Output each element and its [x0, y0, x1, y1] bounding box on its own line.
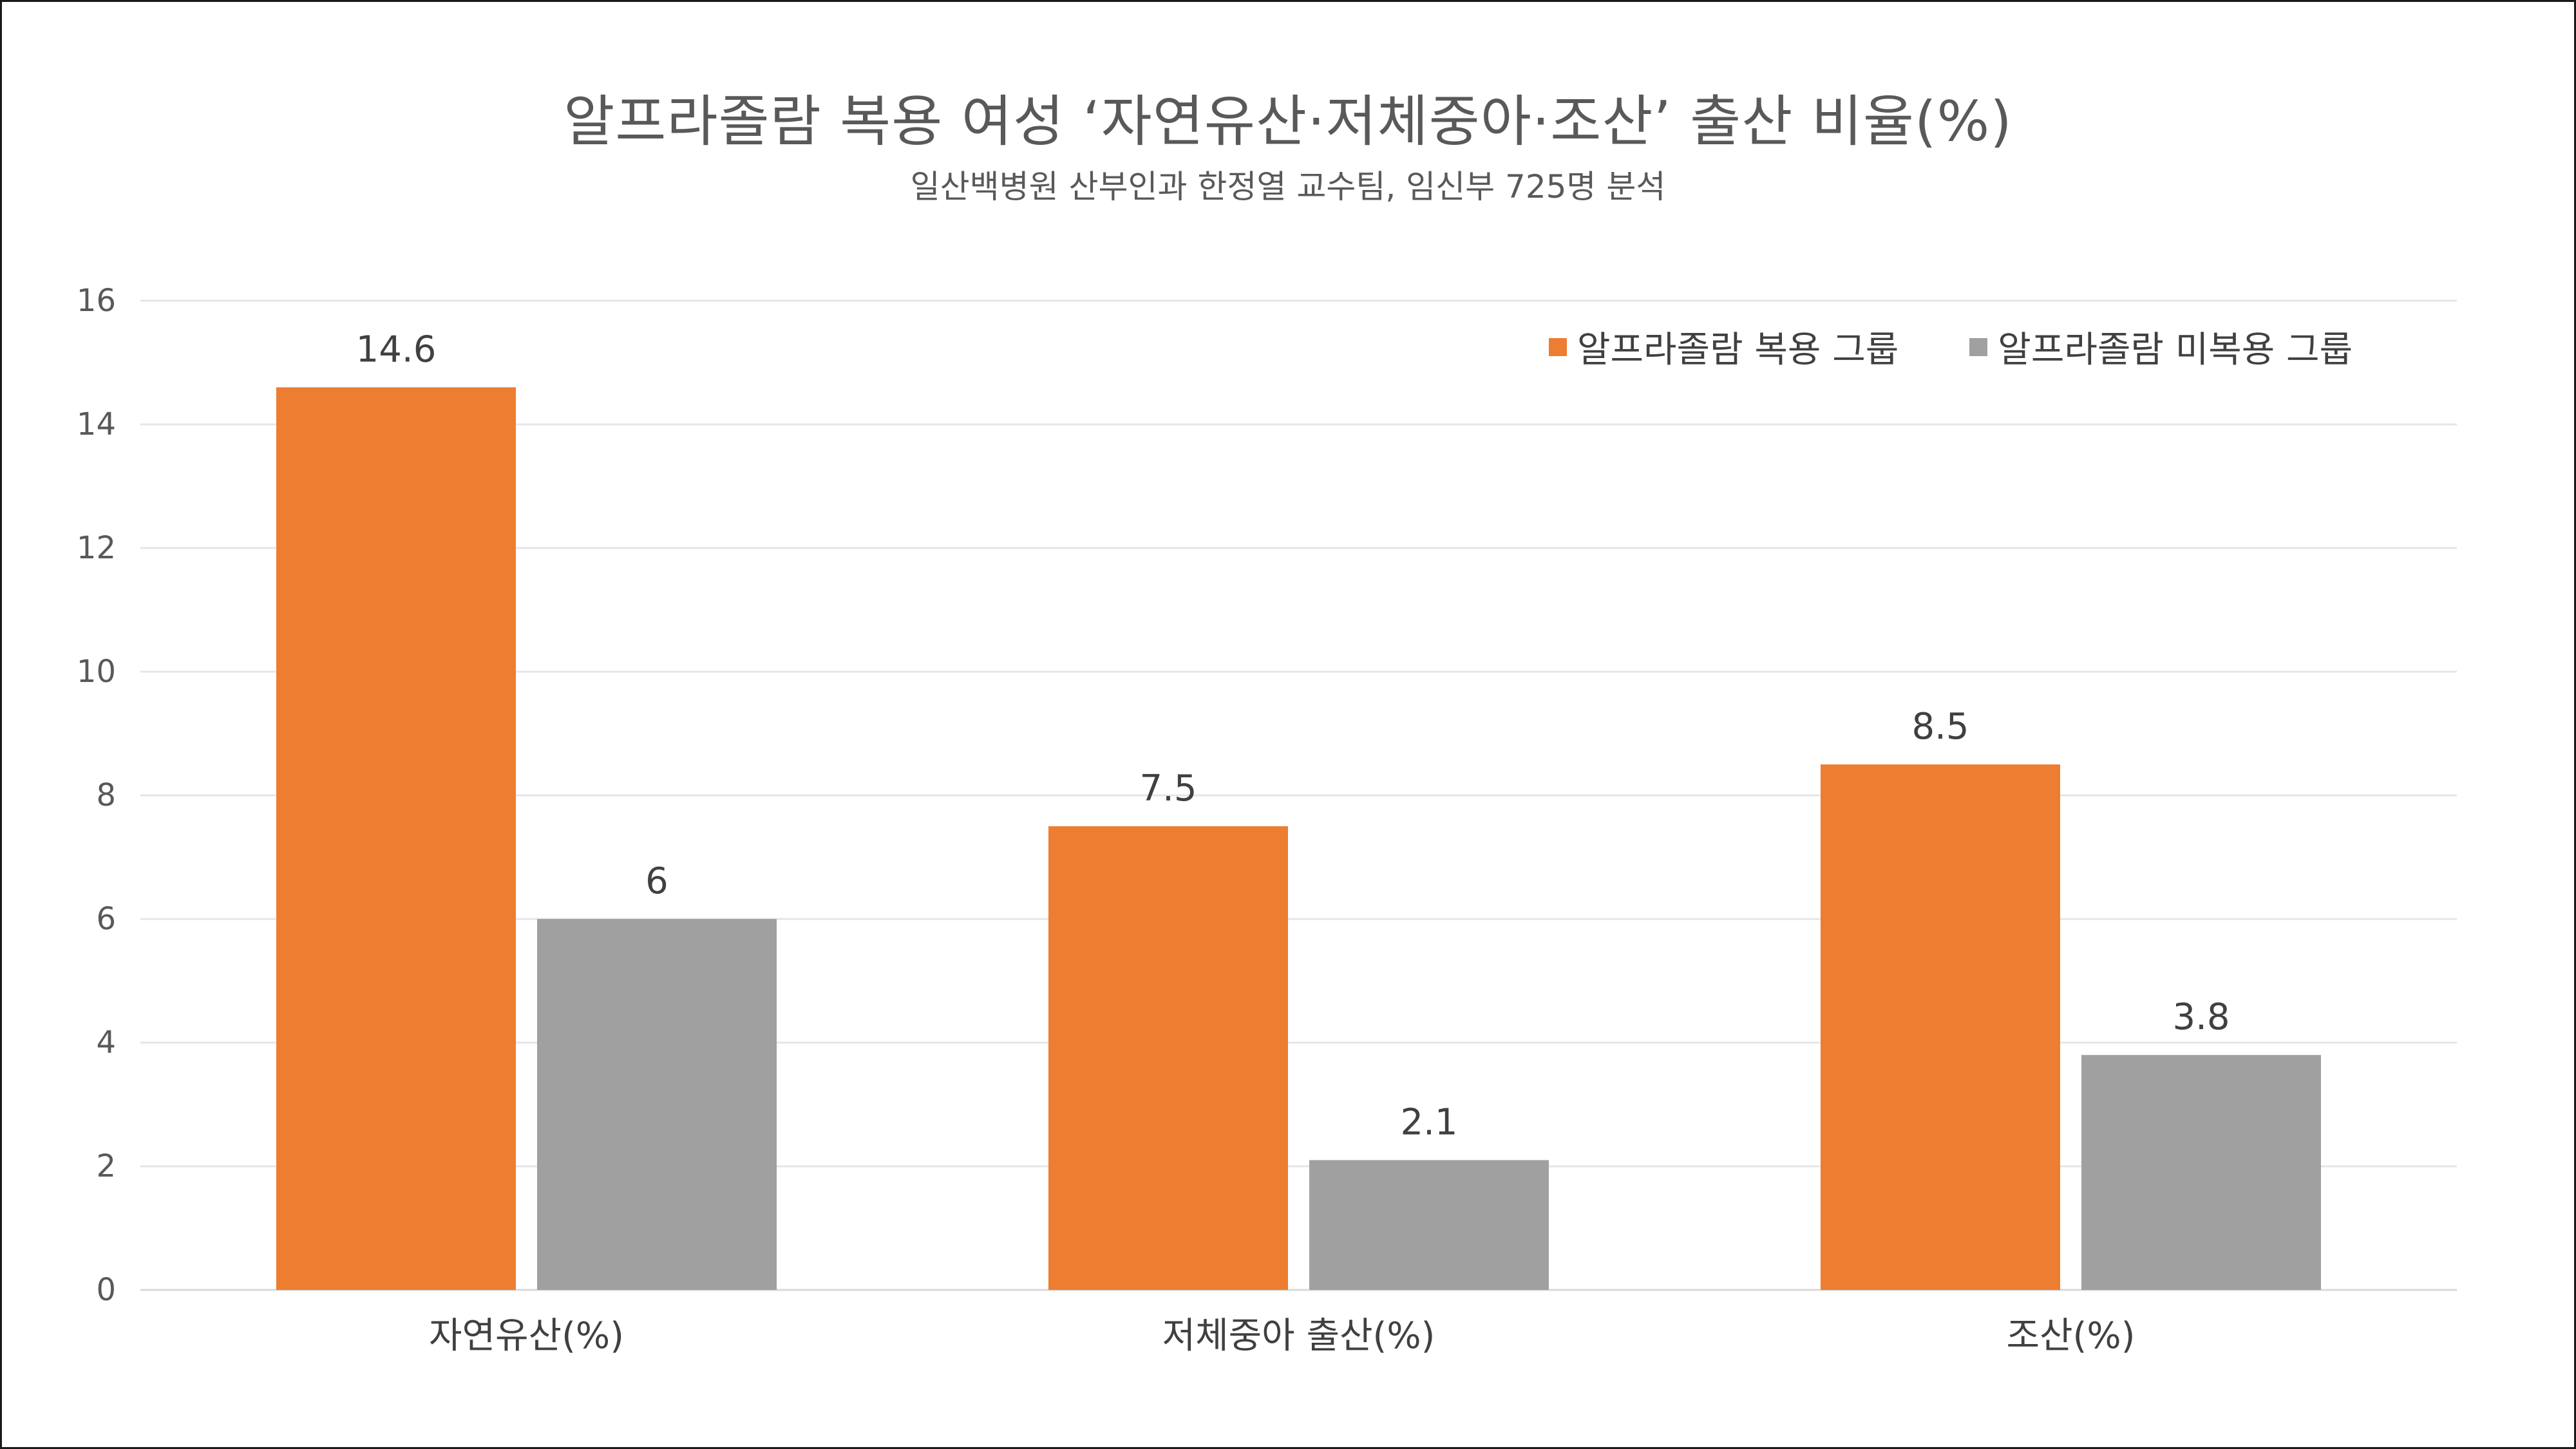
bar-not-taking: [2081, 1055, 2321, 1290]
x-tick-label: 자연유산(%): [429, 1315, 624, 1357]
y-tick-label: 4: [96, 1025, 116, 1061]
y-tick-label: 6: [96, 901, 116, 937]
x-tick-label: 저체중아 출산(%): [1162, 1315, 1435, 1357]
y-tick-label: 8: [96, 777, 116, 813]
bars: [276, 387, 2321, 1290]
data-label: 3.8: [2172, 996, 2230, 1038]
y-tick-label: 10: [77, 654, 116, 690]
data-label: 2.1: [1400, 1101, 1457, 1143]
data-label: 8.5: [1911, 706, 1969, 748]
legend-swatch-gray: [1969, 337, 1988, 356]
y-tick-label: 12: [77, 530, 116, 566]
x-axis-ticks: 자연유산(%) 저체중아 출산(%) 조산(%): [429, 1315, 2135, 1357]
y-tick-label: 16: [77, 283, 116, 319]
chart-title: 알프라졸람 복용 여성 ‘자연유산·저체중아·조산’ 출산 비율(%): [564, 90, 2012, 154]
legend-label-taking: 알프라졸람 복용 그룹: [1577, 329, 1899, 371]
chart-subtitle: 일산백병원 산부인과 한정열 교수팀, 임신부 725명 분석: [910, 168, 1666, 205]
y-tick-label: 2: [96, 1148, 116, 1184]
gridlines: [140, 299, 2457, 1291]
bar-taking: [1821, 764, 2060, 1290]
bar-not-taking: [537, 919, 777, 1290]
legend-label-not-taking: 알프라졸람 미복용 그룹: [1998, 329, 2353, 371]
legend: 알프라졸람 복용 그룹 알프라졸람 미복용 그룹: [1549, 321, 2353, 373]
bar-not-taking: [1309, 1160, 1549, 1290]
legend-item-taking: 알프라졸람 복용 그룹: [1549, 321, 1899, 373]
legend-swatch-orange: [1549, 337, 1567, 356]
data-labels: 14.6 6 7.5 2.1 8.5 3.8: [356, 328, 2230, 1143]
y-tick-label: 0: [96, 1272, 116, 1308]
data-label: 6: [645, 860, 668, 902]
legend-item-not-taking: 알프라졸람 미복용 그룹: [1969, 321, 2353, 373]
data-label: 14.6: [356, 328, 437, 370]
y-tick-label: 14: [77, 406, 116, 442]
data-label: 7.5: [1139, 768, 1197, 810]
y-axis-ticks: 0 2 4 6 8 10 12 14 16: [77, 283, 116, 1308]
x-tick-label: 조산(%): [2007, 1315, 2136, 1357]
bar-taking: [276, 387, 516, 1290]
bar-taking: [1048, 826, 1288, 1290]
